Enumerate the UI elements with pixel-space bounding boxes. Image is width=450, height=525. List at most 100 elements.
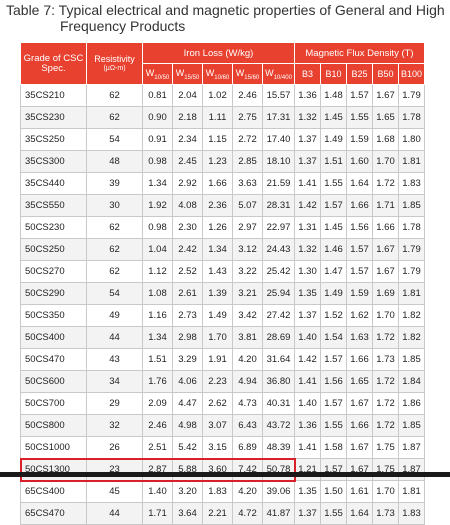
header-iron-loss-10-60: W10/60 [202, 63, 233, 85]
cell-value: 1.82 [398, 326, 425, 349]
cell-value: 3.22 [232, 260, 263, 283]
cell-value: 1.92 [142, 194, 173, 217]
cell-value: 1.67 [372, 84, 399, 107]
cell-value: 3.20 [172, 480, 203, 503]
cell-value: 2.62 [202, 392, 233, 415]
cell-value: 2.18 [172, 106, 203, 129]
cell-value: 1.40 [142, 480, 173, 503]
cell-value: 1.75 [372, 458, 399, 481]
cell-resistivity: 32 [86, 414, 143, 437]
header-subrow: W10/50 W15/50 W10/60 W15/60 W10/400 B3 B10 B25 B… [21, 63, 425, 85]
table-row: 50CS250 62 1.04 2.42 1.34 3.12 24.43 1.32 1.46 1.… [20, 238, 425, 261]
cell-value: 1.66 [346, 348, 373, 371]
cell-value: 2.73 [172, 304, 203, 327]
table-row: 35CS250 54 0.91 2.34 1.15 2.72 17.40 1.37 1.49 1.… [20, 128, 425, 151]
cell-value: 1.70 [372, 150, 399, 173]
cell-value: 1.85 [398, 414, 425, 437]
cell-value: 15.57 [262, 84, 295, 107]
header-flux-b3: B3 [294, 63, 321, 85]
cell-value: 1.75 [372, 436, 399, 459]
cell-value: 25.94 [262, 282, 295, 305]
cell-value: 1.59 [346, 282, 373, 305]
cell-value: 1.70 [372, 304, 399, 327]
cell-value: 31.64 [262, 348, 295, 371]
properties-table-wrapper: Grade of CSC Spec. Resistivity (μΩ-m) Ir… [19, 42, 425, 525]
cell-value: 4.72 [232, 502, 263, 525]
cell-value: 1.49 [320, 282, 347, 305]
cell-resistivity: 54 [86, 128, 143, 151]
cell-value: 1.81 [398, 480, 425, 503]
cell-grade: 50CS250 [20, 238, 87, 261]
cell-value: 1.30 [294, 260, 321, 283]
cell-value: 1.66 [202, 172, 233, 195]
cell-value: 2.21 [202, 502, 233, 525]
cell-grade: 65CS400 [20, 480, 87, 503]
cell-value: 1.69 [372, 282, 399, 305]
cell-value: 1.55 [320, 502, 347, 525]
cell-value: 1.42 [294, 194, 321, 217]
table-row: 50CS1300 23 2.87 5.88 3.60 7.42 50.78 1.21 1.57 1… [20, 458, 425, 481]
table-row: 50CS270 62 1.12 2.52 1.43 3.22 25.42 1.30 1.47 1.… [20, 260, 425, 283]
cell-value: 4.73 [232, 392, 263, 415]
cell-value: 1.78 [398, 216, 425, 239]
cell-value: 1.76 [142, 370, 173, 393]
cell-value: 2.75 [232, 106, 263, 129]
cell-value: 2.42 [172, 238, 203, 261]
cell-value: 2.52 [172, 260, 203, 283]
cell-value: 2.36 [202, 194, 233, 217]
table-row: 35CS230 62 0.90 2.18 1.11 2.75 17.31 1.32 1.45 1.… [20, 106, 425, 129]
cell-value: 1.55 [320, 414, 347, 437]
cell-value: 1.79 [398, 260, 425, 283]
cell-value: 1.54 [320, 326, 347, 349]
cell-value: 0.98 [142, 150, 173, 173]
cell-value: 1.56 [320, 370, 347, 393]
table-row: 50CS470 43 1.51 3.29 1.91 4.20 31.64 1.42 1.57 1.… [20, 348, 425, 371]
cell-value: 4.94 [232, 370, 263, 393]
cell-value: 4.20 [232, 348, 263, 371]
cell-grade: 50CS270 [20, 260, 87, 283]
cell-value: 18.10 [262, 150, 295, 173]
cell-value: 1.36 [294, 414, 321, 437]
cell-value: 1.08 [142, 282, 173, 305]
table-row: 35CS300 48 0.98 2.45 1.23 2.85 18.10 1.37 1.51 1.… [20, 150, 425, 173]
cell-value: 1.57 [320, 348, 347, 371]
header-iron-loss-10-50: W10/50 [142, 63, 173, 85]
table-body: 35CS210 62 0.81 2.04 1.02 2.46 15.57 1.36 1.48 1.… [20, 84, 425, 525]
cell-value: 1.80 [398, 128, 425, 151]
cell-value: 1.16 [142, 304, 173, 327]
cell-value: 1.67 [372, 238, 399, 261]
cell-value: 2.92 [172, 172, 203, 195]
cell-value: 1.72 [372, 414, 399, 437]
cell-resistivity: 45 [86, 480, 143, 503]
table-row: 50CS1000 26 2.51 5.42 3.15 6.89 48.39 1.41 1.58 1… [20, 436, 425, 459]
cell-value: 1.56 [346, 216, 373, 239]
cell-value: 1.43 [202, 260, 233, 283]
cell-value: 28.69 [262, 326, 295, 349]
properties-table: Grade of CSC Spec. Resistivity (μΩ-m) Ir… [20, 42, 425, 525]
cell-value: 1.12 [142, 260, 173, 283]
cell-value: 2.45 [172, 150, 203, 173]
cell-value: 41.87 [262, 502, 295, 525]
cell-value: 3.81 [232, 326, 263, 349]
cell-value: 1.64 [346, 502, 373, 525]
header-iron-loss-15-50: W15/50 [172, 63, 203, 85]
table-row: 65CS400 45 1.40 3.20 1.83 4.20 39.06 1.35 1.50 1.… [20, 480, 425, 503]
cell-value: 1.70 [372, 480, 399, 503]
header-flux-b25: B25 [346, 63, 373, 85]
cell-value: 1.48 [320, 84, 347, 107]
cell-value: 1.87 [398, 458, 425, 481]
cell-value: 6.89 [232, 436, 263, 459]
cell-value: 1.91 [202, 348, 233, 371]
cell-value: 1.82 [398, 304, 425, 327]
cell-value: 1.85 [398, 348, 425, 371]
cell-value: 1.65 [346, 370, 373, 393]
cell-value: 1.37 [294, 128, 321, 151]
cell-value: 1.02 [202, 84, 233, 107]
cell-resistivity: 54 [86, 282, 143, 305]
cell-value: 1.66 [346, 414, 373, 437]
cell-value: 1.51 [142, 348, 173, 371]
cell-value: 50.78 [262, 458, 295, 481]
cell-value: 1.58 [320, 436, 347, 459]
cell-value: 1.71 [372, 194, 399, 217]
header-flux-density: Magnetic Flux Density (T) [294, 42, 425, 64]
